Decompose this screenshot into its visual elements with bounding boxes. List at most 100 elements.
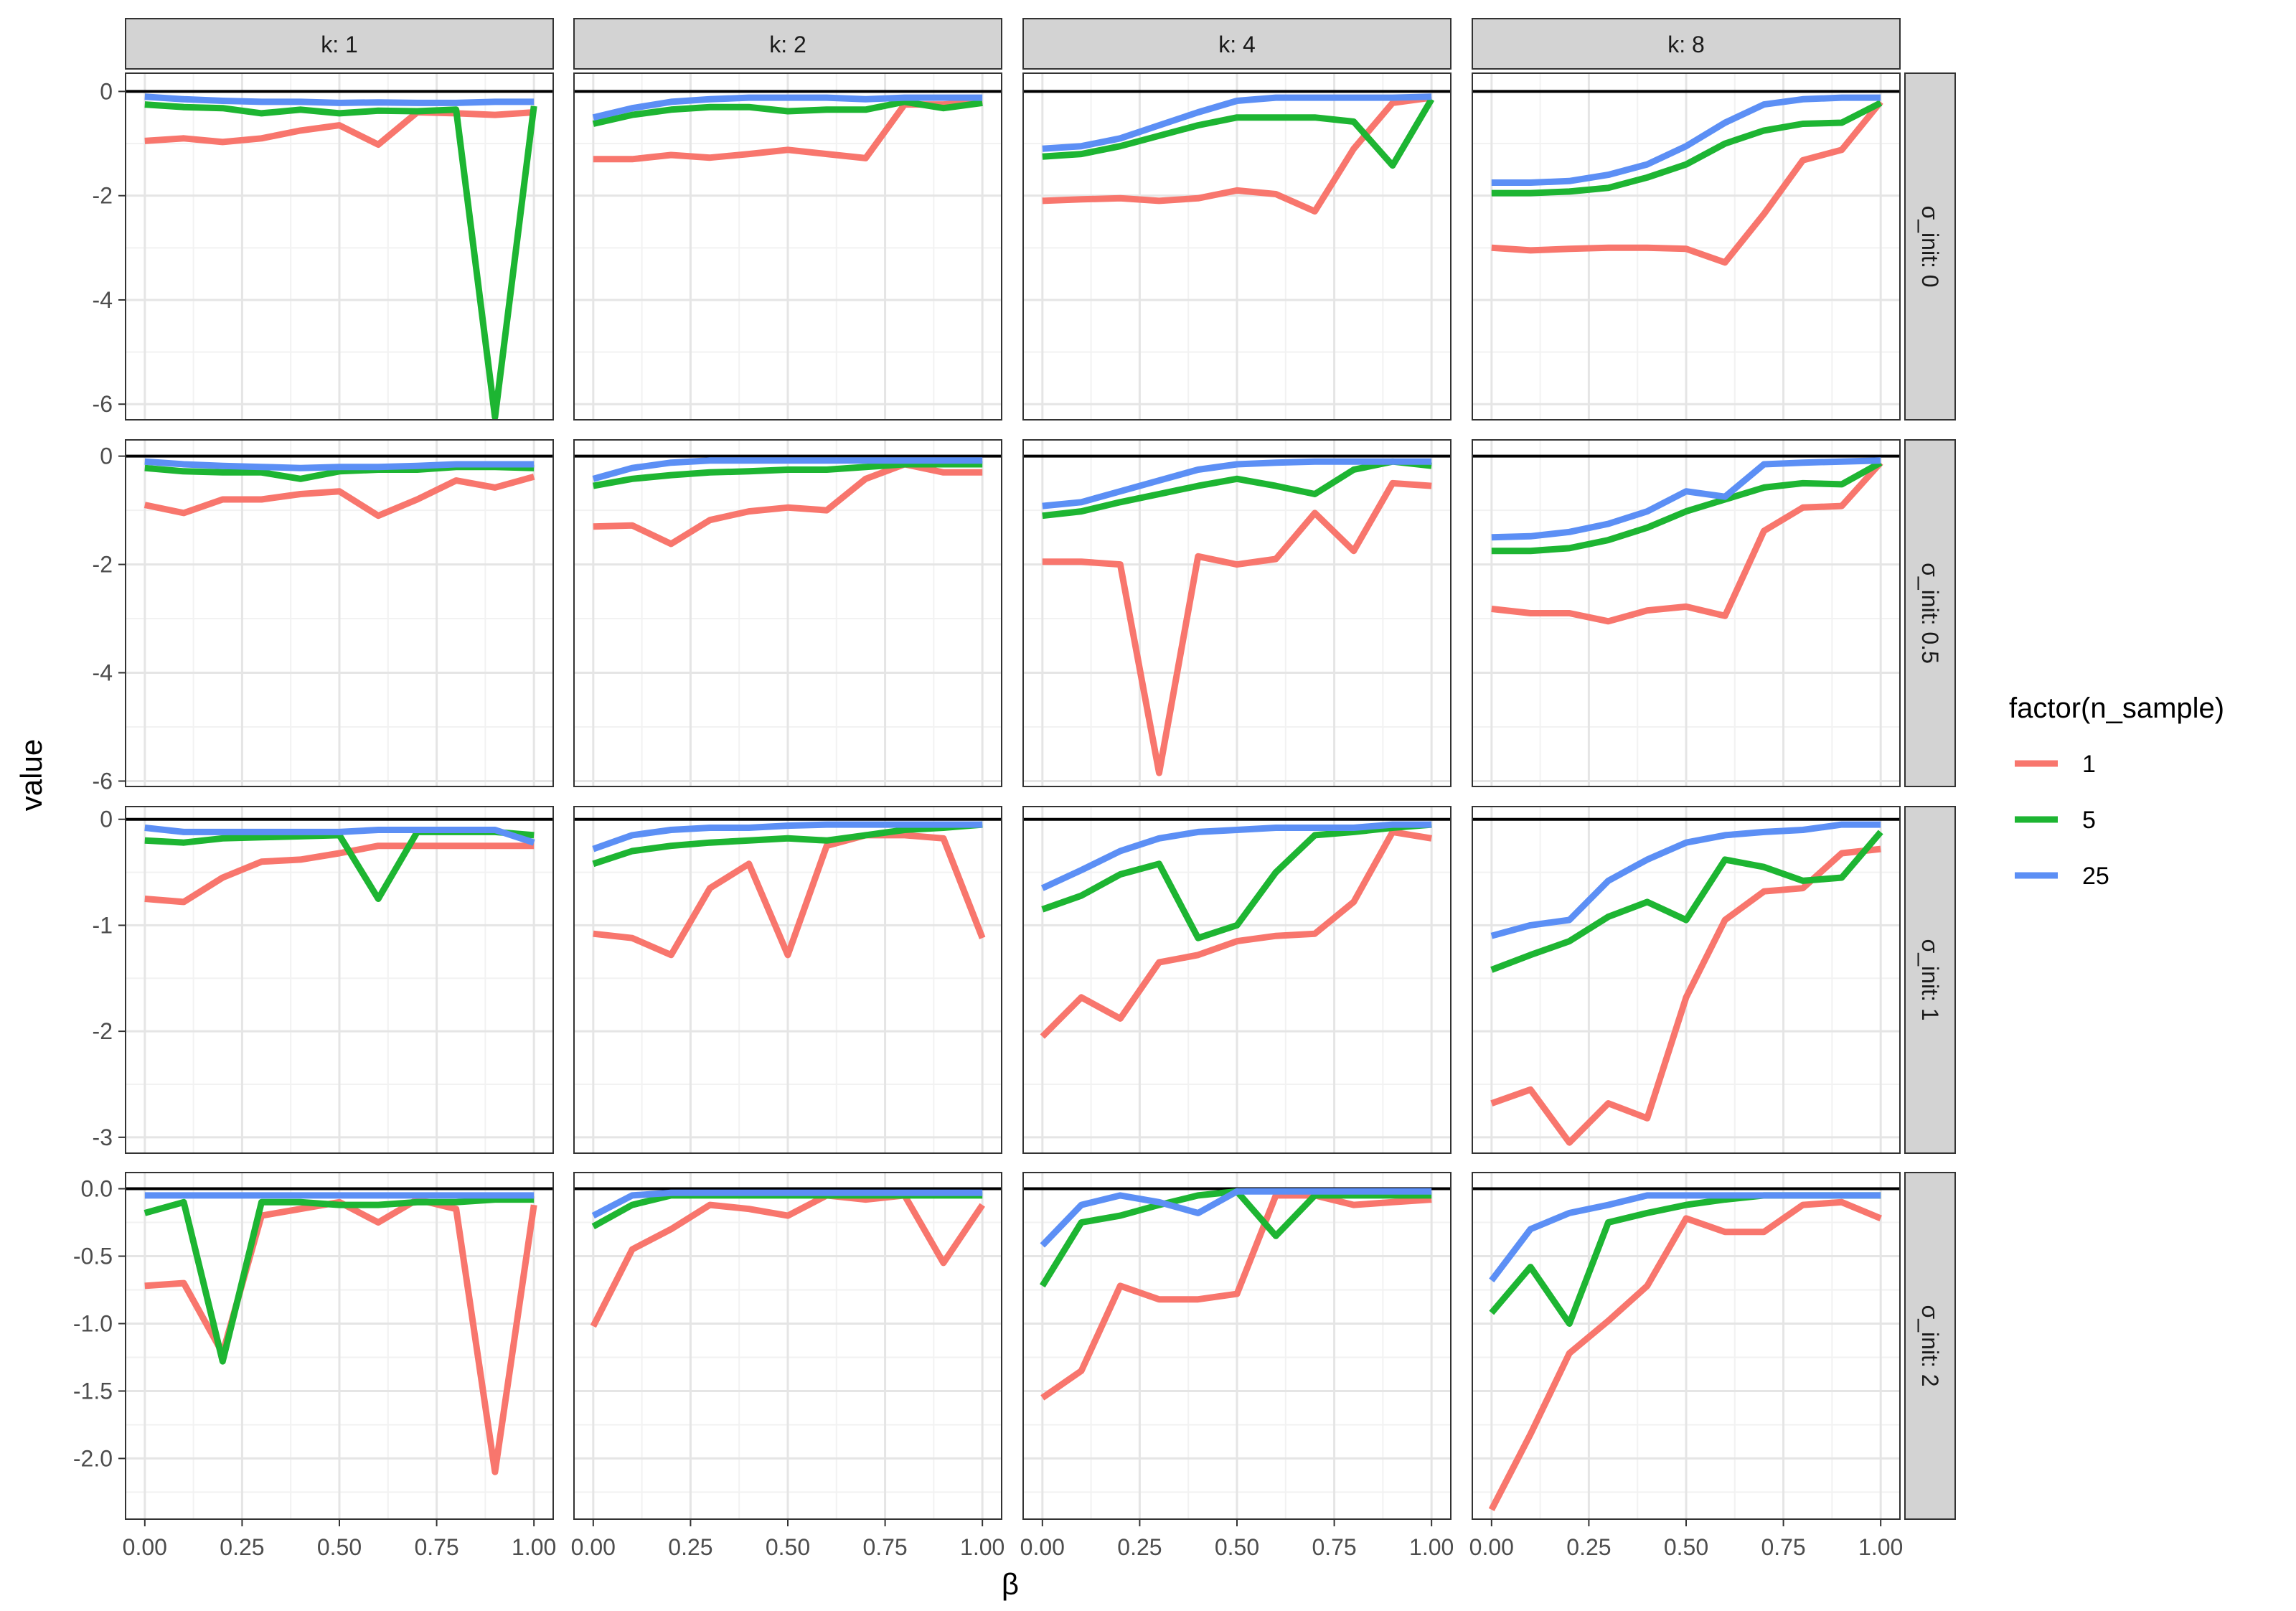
panel-border [125, 72, 554, 421]
x-tick-label: 1.00 [512, 1534, 556, 1560]
x-tick-label: 1.00 [1858, 1534, 1903, 1560]
series-line-n25 [1040, 821, 1432, 891]
series-line-n5 [1491, 100, 1883, 197]
row-strip: σ_init: 2 [1904, 1172, 1956, 1520]
series-line-n25 [144, 93, 535, 106]
facet-panel: 0 -2 -4 -6 [93, 72, 554, 421]
series-line-n5 [1491, 459, 1883, 555]
row-strip: σ_init: 0 [1904, 72, 1956, 421]
y-tick-label: -0.5 [73, 1244, 113, 1269]
series-line-n5 [1042, 458, 1432, 520]
series-line-n25 [592, 821, 983, 853]
facet-panel: 0.00 0.25 0.50 0.75 1.00 [571, 1172, 1004, 1560]
legend-entry-25: 25 [2015, 863, 2109, 890]
row-strip-label: σ_init: 1 [1917, 939, 1943, 1020]
series-line-n25 [1490, 821, 1881, 939]
y-tick-label: -1.0 [73, 1310, 113, 1336]
panel-border [573, 72, 1002, 421]
panel-border [1472, 806, 1901, 1154]
row-strip-bg [1904, 1172, 1956, 1520]
column-strip-label: k: 2 [769, 32, 806, 57]
x-tick-label: 0.75 [862, 1534, 907, 1560]
series-line-n1 [1491, 100, 1883, 266]
y-tick-label: -3 [93, 1124, 113, 1150]
legend-title: factor(n_sample) [2009, 692, 2224, 724]
series-line-n5 [593, 461, 983, 489]
facet-panel [573, 72, 1002, 421]
x-tick-label: 0.75 [414, 1534, 458, 1560]
legend-entry-5: 5 [2015, 807, 2096, 834]
facet-panel [1022, 806, 1452, 1154]
x-axis-label: β [1002, 1567, 1019, 1601]
x-tick-label: 0.75 [1312, 1534, 1356, 1560]
row-strip-bg [1904, 806, 1956, 1154]
y-tick-label: -4 [93, 660, 113, 686]
column-strip-label: k: 4 [1218, 32, 1256, 57]
y-axis-label: value [14, 739, 48, 811]
series-line-n25 [1491, 94, 1881, 186]
legend-label-25: 25 [2082, 863, 2109, 890]
x-tick-label: 0.00 [1020, 1534, 1065, 1560]
column-strip-label: k: 8 [1667, 32, 1705, 57]
row-strip-label: σ_init: 2 [1917, 1305, 1943, 1386]
facet-panel [1472, 72, 1901, 421]
column-strip-bg [573, 18, 1002, 70]
series-line-n1 [1491, 460, 1883, 625]
series-line-n25 [144, 458, 535, 471]
panel-border [1022, 72, 1452, 421]
panel-border [1472, 72, 1901, 421]
y-tick-label: -2.0 [73, 1445, 113, 1471]
panel-border [1022, 439, 1452, 787]
x-tick-label: 0.25 [1117, 1534, 1162, 1560]
series-line-n25 [1489, 1192, 1881, 1283]
column-strip: k: 2 [573, 18, 1002, 70]
panel-border [573, 439, 1002, 787]
column-strip: k: 4 [1022, 18, 1452, 70]
y-tick-label: -2 [93, 1018, 113, 1044]
series-line-n25 [144, 825, 535, 846]
panel-border [1472, 439, 1901, 787]
facet-panel: 0 -2 -4 -6 [93, 439, 554, 794]
y-tick-label: 0 [100, 78, 113, 104]
legend-label-1: 1 [2082, 751, 2096, 778]
column-strip-bg [1472, 18, 1901, 70]
y-tick-label: -1.5 [73, 1378, 113, 1404]
column-strip-bg [1022, 18, 1452, 70]
series-line-n1 [144, 473, 535, 520]
facet-panel [573, 806, 1002, 1154]
y-tick-label: -4 [93, 287, 113, 313]
y-tick-label: -6 [93, 391, 113, 417]
series-line-n5 [592, 821, 983, 868]
series-line-n1 [1040, 1192, 1432, 1401]
series-line-n25 [592, 457, 983, 482]
facet-panel [573, 439, 1002, 787]
facet-panel: 0.00 0.25 0.50 0.75 1.00 [1469, 1172, 1903, 1560]
y-tick-label: 0 [100, 443, 113, 469]
series-line-n5 [592, 98, 983, 127]
series-line-n1 [144, 842, 535, 906]
series-line-n25 [592, 94, 983, 121]
column-strip: k: 1 [125, 18, 554, 70]
facet-panel [1022, 72, 1452, 421]
x-tick-label: 0.00 [1469, 1534, 1514, 1560]
column-strip-bg [125, 18, 554, 70]
y-tick-label: -1 [93, 912, 113, 938]
x-tick-label: 0.50 [317, 1534, 362, 1560]
row-strip-label: σ_init: 0 [1917, 205, 1943, 287]
y-tick-label: 0.0 [81, 1176, 113, 1202]
series-line-n1 [144, 109, 535, 148]
row-strip-bg [1904, 72, 1956, 421]
series-line-n25 [591, 1189, 983, 1219]
column-strip-label: k: 1 [321, 32, 358, 57]
series-line-n5 [1041, 821, 1432, 941]
series-line-n25 [1491, 457, 1881, 541]
row-strip-label: σ_init: 0.5 [1917, 563, 1943, 664]
facet-panel [1472, 806, 1901, 1154]
facet-panel: 0.00 0.25 0.50 0.75 1.00 [1020, 1172, 1454, 1560]
panel-border [125, 806, 554, 1154]
series-line-n25 [1042, 458, 1432, 509]
